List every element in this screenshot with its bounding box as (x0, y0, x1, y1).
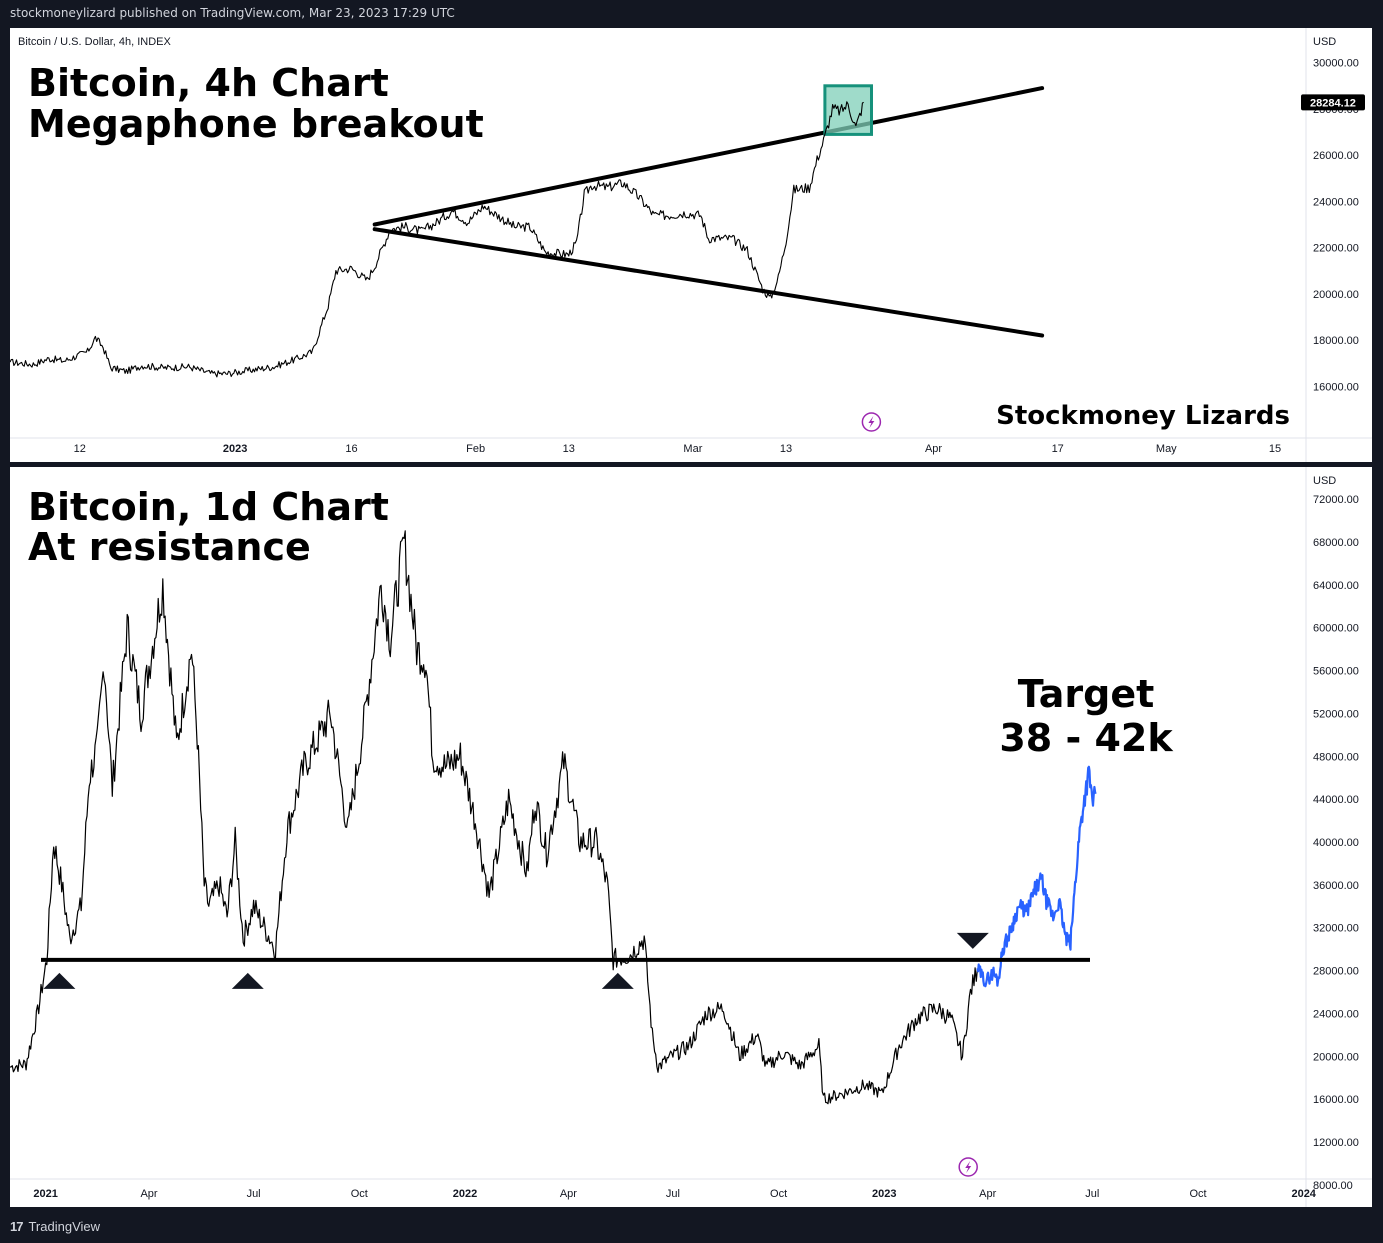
projection-series (976, 765, 1097, 988)
bounce-up-marker-1 (43, 972, 76, 989)
lower-trendline (372, 227, 1045, 338)
chart-title-line-2: At resistance (28, 525, 311, 569)
x-tick-label: May (1156, 443, 1177, 455)
publisher-caption: stockmoneylizard published on TradingVie… (10, 6, 455, 20)
lightning-icon (965, 1161, 972, 1173)
x-tick-label: Feb (466, 443, 485, 455)
chart-title-line-2: Megaphone breakout (28, 102, 484, 146)
symbol-label: Bitcoin / U.S. Dollar, 4h, INDEX (18, 36, 171, 48)
upper-trendline (372, 86, 1045, 227)
bounce-up-marker-2 (231, 972, 264, 989)
y-tick-label: 8000.00 (1313, 1180, 1353, 1192)
y-tick-label: 16000.00 (1313, 1094, 1359, 1106)
target-annotation-line-1: Target (1018, 672, 1155, 716)
price-series-4h (10, 101, 864, 378)
last-price-label: 28284.12 (1310, 97, 1356, 109)
last-price-badge (1301, 94, 1365, 111)
y-tick-label: 20000.00 (1313, 1051, 1359, 1063)
x-tick-label: Apr (925, 443, 942, 455)
x-tick-label: Oct (351, 1188, 368, 1200)
y-tick-label: 24000.00 (1313, 196, 1359, 208)
currency-label: USD (1313, 475, 1336, 487)
y-tick-label: 18000.00 (1313, 335, 1359, 347)
x-tick-label: 15 (1269, 443, 1281, 455)
chart-4h-panel[interactable]: USD30000.0028000.0026000.0024000.0022000… (10, 28, 1372, 462)
x-tick-label: Apr (140, 1188, 157, 1200)
y-tick-label: 60000.00 (1313, 623, 1359, 635)
y-tick-label: 30000.00 (1313, 58, 1359, 70)
x-tick-label: 12 (74, 443, 86, 455)
price-series-1d (10, 530, 978, 1105)
y-tick-label: 52000.00 (1313, 708, 1359, 720)
lightning-icon (868, 416, 875, 428)
x-tick-label: Oct (770, 1188, 787, 1200)
x-tick-label: Oct (1189, 1188, 1206, 1200)
x-tick-label: 16 (345, 443, 357, 455)
x-tick-label: 17 (1052, 443, 1064, 455)
y-tick-label: 20000.00 (1313, 289, 1359, 301)
x-tick-label: Mar (683, 443, 702, 455)
tradingview-brand: TradingView (28, 1218, 101, 1234)
y-tick-label: 68000.00 (1313, 537, 1359, 549)
y-tick-label: 26000.00 (1313, 150, 1359, 162)
y-tick-label: 12000.00 (1313, 1137, 1359, 1149)
y-tick-label: 22000.00 (1313, 243, 1359, 255)
y-tick-label: 32000.00 (1313, 923, 1359, 935)
y-tick-label: 28000.00 (1313, 966, 1359, 978)
y-tick-label: 24000.00 (1313, 1008, 1359, 1020)
x-tick-label: Jul (1085, 1188, 1099, 1200)
test-down-marker (956, 932, 989, 949)
currency-label: USD (1313, 36, 1336, 48)
tradingview-logo-icon: 17 (10, 1218, 24, 1234)
y-tick-label: 36000.00 (1313, 880, 1359, 892)
x-tick-label: Apr (560, 1188, 577, 1200)
chart-1d-panel[interactable]: USD 72000.00 68000.00 64000.00 60000.00 56000… (10, 467, 1372, 1207)
y-tick-label: 72000.00 (1313, 494, 1359, 506)
breakout-box (823, 84, 874, 136)
target-annotation-line-2: 38 - 42k (999, 716, 1173, 760)
x-tick-label: 2022 (453, 1188, 477, 1200)
x-tick-label: 2021 (33, 1188, 57, 1200)
x-tick-label: Jul (247, 1188, 261, 1200)
y-tick-label: 16000.00 (1313, 381, 1359, 393)
watermark-label: Stockmoney Lizards (996, 401, 1290, 431)
x-tick-label: 2023 (223, 443, 247, 455)
x-tick-label: Apr (979, 1188, 996, 1200)
x-tick-label: 2023 (872, 1188, 896, 1200)
y-tick-label: 40000.00 (1313, 837, 1359, 849)
y-tick-label: 48000.00 (1313, 751, 1359, 763)
y-tick-label: 44000.00 (1313, 794, 1359, 806)
y-tick-label: 64000.00 (1313, 580, 1359, 592)
x-tick-label: 13 (563, 443, 575, 455)
x-tick-label: 13 (780, 443, 792, 455)
x-tick-label: Jul (666, 1188, 680, 1200)
chart-4h-svg: USD30000.0028000.0026000.0024000.0022000… (10, 28, 1372, 462)
bounce-up-marker-3 (601, 972, 634, 989)
tradingview-footer: 17 TradingView (10, 1216, 100, 1236)
chart-title-line-1: Bitcoin, 4h Chart (28, 61, 389, 105)
y-tick-label: 56000.00 (1313, 666, 1359, 678)
chart-1d-svg: USD 72000.00 68000.00 64000.00 60000.00 56000… (10, 467, 1372, 1207)
chart-title-line-1: Bitcoin, 1d Chart (28, 485, 389, 529)
x-tick-label: 2024 (1291, 1188, 1316, 1200)
